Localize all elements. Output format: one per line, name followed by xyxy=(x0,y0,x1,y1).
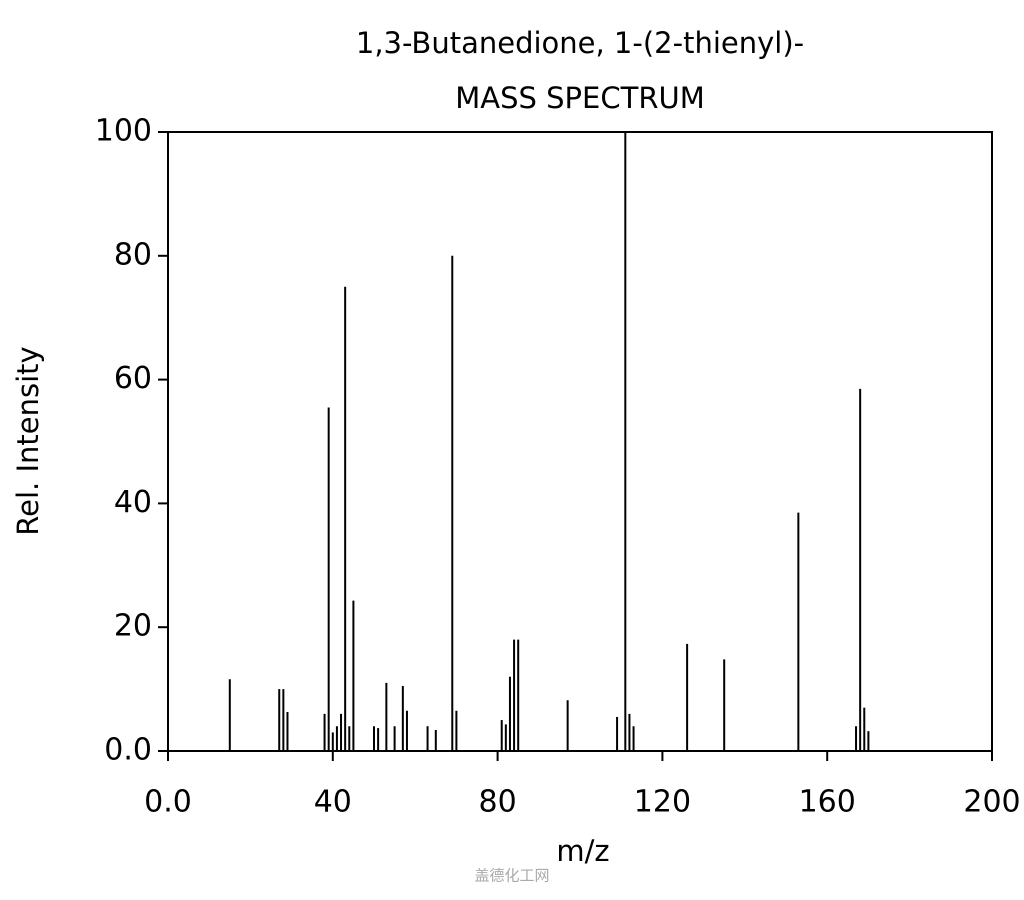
y-tick-label: 60 xyxy=(114,361,152,396)
x-tick-label: 120 xyxy=(634,785,691,820)
x-tick-label: 160 xyxy=(799,785,856,820)
y-axis-label: Rel. Intensity xyxy=(11,346,45,535)
chart-title: 1,3-Butanedione, 1-(2-thienyl)- xyxy=(356,26,804,60)
x-tick-label: 40 xyxy=(314,785,352,820)
y-tick-label: 80 xyxy=(114,237,152,272)
y-tick-label: 40 xyxy=(114,485,152,520)
x-tick-label: 200 xyxy=(963,785,1020,820)
chart-subtitle: MASS SPECTRUM xyxy=(455,81,704,115)
plot-frame xyxy=(167,131,993,752)
x-tick-label: 80 xyxy=(479,785,517,820)
watermark: 盖德化工网 xyxy=(474,867,549,885)
x-tick-label: 0.0 xyxy=(144,785,192,820)
y-tick-label: 20 xyxy=(114,609,152,644)
x-axis-label: m/z xyxy=(556,834,609,868)
y-tick-label: 100 xyxy=(95,114,152,149)
y-tick-label: 0.0 xyxy=(104,733,152,768)
